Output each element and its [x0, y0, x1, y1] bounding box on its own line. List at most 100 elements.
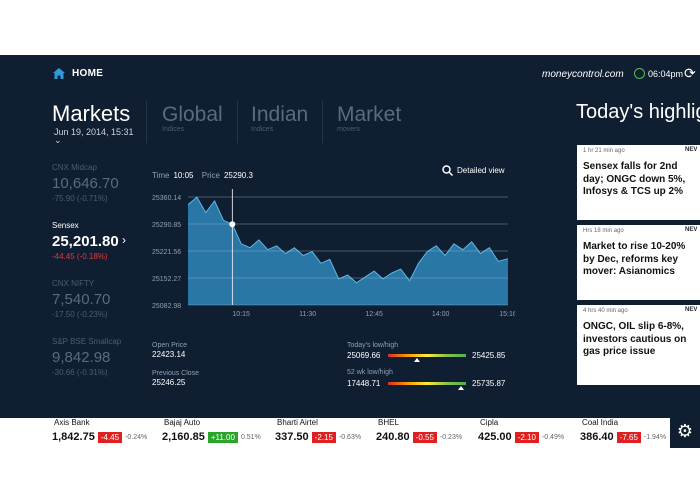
- home-label: HOME: [72, 68, 104, 79]
- ticker-item[interactable]: Bajaj Auto 2,160.85 +11.00 0.51%: [162, 418, 282, 443]
- price-value: 25290.3: [223, 171, 253, 180]
- market-date: Jun 19, 2014, 15:31: [54, 127, 134, 137]
- tab-market-movers[interactable]: Market movers: [337, 103, 401, 133]
- stock-pct: -0.49%: [541, 433, 565, 441]
- tab-divider: [237, 101, 238, 143]
- wk-low: 17448.71: [347, 379, 381, 388]
- stock-price: 425.00: [478, 431, 512, 443]
- news-card[interactable]: 4 hrs 40 min ago NEV ONGC, OIL slip 6-8%…: [577, 305, 700, 385]
- detailed-view-button[interactable]: Detailed view: [442, 165, 505, 176]
- index-change: -17.50 (-0.23%): [52, 310, 108, 319]
- wk-range-marker: [457, 386, 464, 390]
- tab-label: Market: [337, 103, 402, 126]
- y-tick-label: 25152.27: [152, 276, 181, 283]
- stock-price: 386.40: [580, 431, 614, 443]
- open-price-label: Open Price: [152, 342, 188, 349]
- y-tick-label: 25360.14: [152, 195, 181, 202]
- chart-readout: Time 10:05 Price 25290.3: [152, 171, 259, 180]
- today-range-marker: [413, 358, 420, 362]
- stock-name: Coal India: [582, 418, 619, 427]
- stock-price: 2,160.85: [162, 431, 205, 443]
- stock-price: 240.80: [376, 431, 410, 443]
- news-card[interactable]: Hrs 18 min ago NEV Market to rise 10-20%…: [577, 225, 700, 300]
- x-tick-label: 11:30: [299, 311, 316, 318]
- y-tick-label: 25221.56: [152, 249, 181, 256]
- brand-logo: moneycontrol.com: [542, 69, 624, 80]
- news-headline: ONGC, OIL slip 6-8%, investors cautious …: [583, 321, 687, 357]
- stock-name: Axis Bank: [54, 418, 90, 427]
- index-name: CNX Midcap: [52, 163, 97, 172]
- tab-global-indices[interactable]: Global Indices: [162, 103, 223, 133]
- index-value: 7,540.70: [52, 291, 111, 308]
- news-headline: Market to rise 10-20% by Dec, reforms ke…: [583, 241, 686, 277]
- news-age: 4 hrs 40 min ago: [583, 308, 628, 314]
- open-price-value: 22423.14: [152, 350, 186, 359]
- refresh-icon[interactable]: ⟳: [684, 65, 696, 81]
- stock-change: -2.15: [311, 431, 336, 443]
- stock-price: 337.50: [275, 431, 309, 443]
- prev-close-value: 25246.25: [152, 378, 186, 387]
- crosshair-point: [229, 221, 236, 228]
- time-value: 10:05: [173, 171, 194, 180]
- news-tag: NEV: [685, 147, 698, 153]
- index-change: -44.45 (-0.18%): [52, 252, 108, 261]
- tab-markets[interactable]: Markets: [52, 101, 131, 126]
- index-name: Sensex: [52, 221, 79, 230]
- index-cnx-nifty[interactable]: CNX NIFTY 7,540.70 -17.50 (-0.23%): [52, 279, 142, 337]
- news-card[interactable]: 1 hr 21 min ago NEV Sensex falls for 2nd…: [577, 145, 700, 220]
- index-cnx-midcap[interactable]: CNX Midcap 10,646.70 -75.90 (-0.71%): [52, 163, 142, 221]
- price-chart[interactable]: 25360.14 25290.85 25221.56 25152.27 25082.98…: [150, 187, 515, 327]
- today-range-label: Today's low/high: [347, 342, 399, 349]
- wk-range-label: 52 wk low/high: [347, 369, 393, 376]
- clock: 06:04pm: [634, 68, 683, 79]
- highlights-title: Today's highlig: [576, 101, 700, 123]
- tab-label: Indian: [251, 103, 309, 126]
- today-low: 25069.66: [347, 351, 381, 360]
- chevron-right-icon: ›: [122, 233, 126, 247]
- ticker-item[interactable]: Cipla 425.00 -2.10 -0.49%: [478, 418, 598, 443]
- tab-sublabel: Indices: [162, 126, 185, 133]
- index-sensex[interactable]: Sensex 25,201.80 -44.45 (-0.18%) ›: [52, 221, 142, 279]
- tab-indian-indices[interactable]: Indian Indices: [251, 103, 308, 133]
- tab-divider: [322, 101, 323, 143]
- stock-pct: -0.63%: [338, 433, 362, 441]
- top-bar: HOME moneycontrol.com 06:04pm ⟳: [0, 55, 700, 95]
- index-value: 25,201.80: [52, 233, 119, 250]
- stock-change: +11.00: [207, 431, 238, 443]
- stock-name: Bajaj Auto: [164, 418, 201, 427]
- price-label: Price: [201, 171, 220, 180]
- index-value: 9,842.98: [52, 349, 111, 366]
- x-tick-label: 12:45: [365, 311, 383, 318]
- news-tag: NEV: [685, 307, 698, 313]
- home-icon: [53, 68, 65, 79]
- section-tabs: Markets Jun 19, 2014, 15:31 ⌄ Global Ind…: [52, 101, 552, 151]
- chevron-down-icon[interactable]: ⌄: [54, 135, 62, 145]
- index-change: -30.66 (-0.31%): [52, 368, 108, 377]
- tab-divider: [146, 101, 147, 143]
- news-headline: Sensex falls for 2nd day; ONGC down 5%, …: [583, 161, 686, 197]
- tab-label: Global: [162, 103, 223, 126]
- stock-change: -7.65: [616, 431, 641, 443]
- highlights-header: Today's highlig: [576, 101, 700, 124]
- home-button[interactable]: HOME: [52, 67, 103, 80]
- index-value: 10,646.70: [52, 175, 119, 192]
- ticker-item[interactable]: Bharti Airtel 337.50 -2.15 -0.63%: [275, 418, 395, 443]
- y-tick-label: 25290.85: [152, 222, 181, 229]
- stock-name: Bharti Airtel: [277, 418, 318, 427]
- stock-pct: -1.94%: [643, 433, 667, 441]
- ticker-item[interactable]: Coal India 386.40 -7.65 -1.94%: [580, 418, 670, 443]
- intraday-chart: Time 10:05 Price 25290.3 Detailed view 253…: [150, 165, 520, 325]
- wk-high: 25735.87: [472, 379, 506, 388]
- news-age: 1 hr 21 min ago: [583, 148, 625, 154]
- clock-icon: [634, 68, 645, 79]
- stock-pct: 0.51%: [240, 433, 261, 441]
- settings-gear-icon[interactable]: ⚙: [670, 414, 700, 448]
- tab-sublabel: movers: [337, 126, 360, 133]
- stock-name: Cipla: [480, 418, 499, 427]
- ticker-item[interactable]: BHEL 240.80 -0.55 -0.23%: [376, 418, 496, 443]
- ticker-item[interactable]: Axis Bank 1,842.75 -4.45 -0.24%: [52, 418, 172, 443]
- index-bse-smallcap[interactable]: S&P BSE Smallcap 9,842.98 -30.66 (-0.31%…: [52, 337, 142, 395]
- price-area: [188, 197, 508, 305]
- news-tag: NEV: [685, 227, 698, 233]
- index-list: CNX Midcap 10,646.70 -75.90 (-0.71%) Sen…: [52, 163, 142, 395]
